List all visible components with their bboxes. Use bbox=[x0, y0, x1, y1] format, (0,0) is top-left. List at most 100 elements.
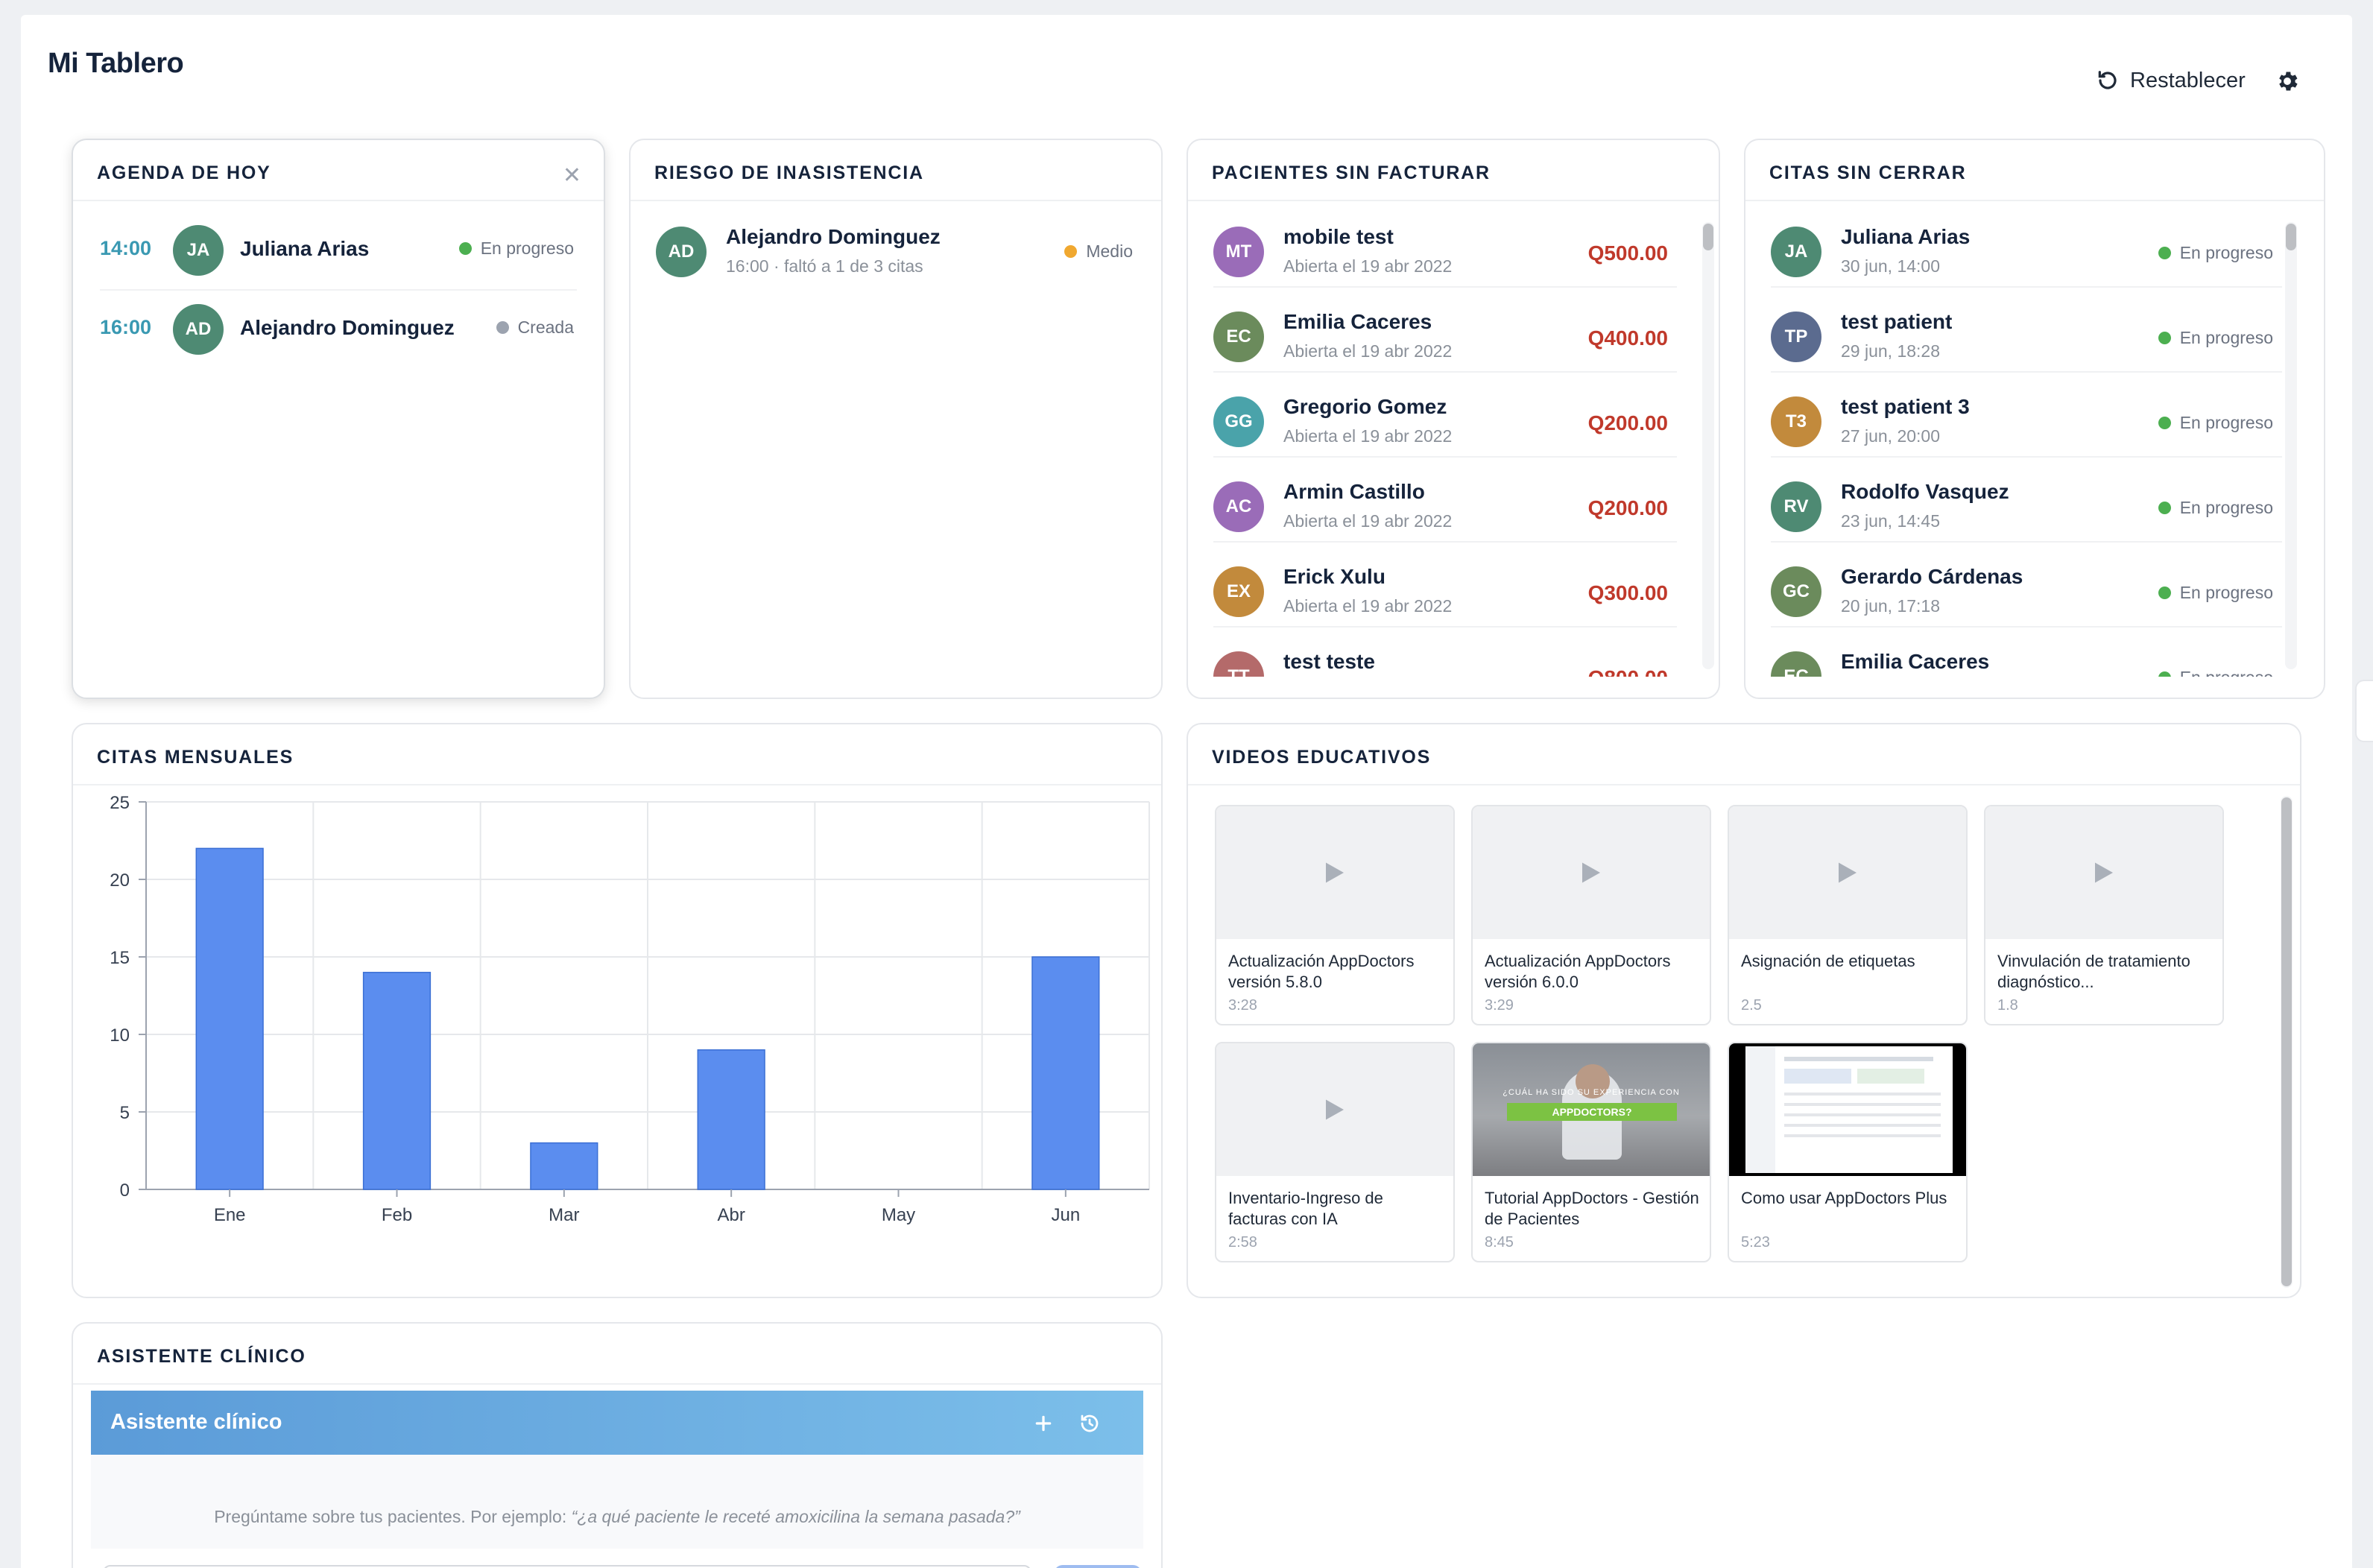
send-button[interactable] bbox=[1054, 1565, 1142, 1568]
x-tick-label: Feb bbox=[382, 1205, 412, 1225]
video-duration: 5:23 bbox=[1741, 1234, 1770, 1251]
patient-name: Erick Xulu bbox=[1283, 565, 1385, 588]
assistant-card: ASISTENTE CLÍNICO Asistente clínico Preg… bbox=[72, 1322, 1163, 1568]
open-date: Abierta el 19 abr 2022 bbox=[1283, 511, 1453, 531]
history-button[interactable] bbox=[1076, 1410, 1103, 1437]
history-icon bbox=[1081, 1414, 1099, 1432]
patient-name: test teste bbox=[1283, 650, 1375, 673]
amount: Q400.00 bbox=[1587, 326, 1668, 350]
avatar: T3 bbox=[1771, 396, 1821, 447]
patient-name: test patient bbox=[1841, 310, 1953, 333]
appointment-date: 27 jun, 20:00 bbox=[1841, 426, 1941, 446]
divider bbox=[631, 200, 1161, 201]
video-duration: 1.8 bbox=[1997, 997, 2018, 1014]
hint-example: “¿a qué paciente le receté amoxicilina l… bbox=[571, 1507, 1020, 1526]
new-chat-button[interactable] bbox=[1030, 1410, 1057, 1437]
facturar-title: PACIENTES SIN FACTURAR bbox=[1212, 162, 1491, 183]
play-icon bbox=[2095, 862, 2113, 883]
patient-name: Alejandro Dominguez bbox=[240, 316, 455, 339]
close-icon[interactable]: ✕ bbox=[562, 163, 581, 188]
video-card[interactable]: Inventario-Ingreso de facturas con IA 2:… bbox=[1215, 1042, 1455, 1262]
video-card[interactable]: Actualización AppDoctors versión 6.0.0 3… bbox=[1471, 805, 1711, 1025]
patient-name: Alejandro Dominguez bbox=[726, 225, 941, 248]
video-card[interactable]: Vinvulación de tratamiento diagnóstico..… bbox=[1984, 805, 2224, 1025]
divider bbox=[1188, 784, 2300, 785]
chat-input[interactable] bbox=[103, 1565, 1031, 1568]
video-thumbnail bbox=[1729, 806, 1966, 939]
reset-button[interactable]: Restablecer bbox=[2096, 63, 2246, 98]
plus-icon bbox=[1035, 1415, 1052, 1432]
divider bbox=[73, 1383, 1161, 1385]
hint-text: Pregúntame sobre tus pacientes. Por ejem… bbox=[214, 1507, 572, 1526]
thumbnail-caption: ¿CUÁL HA SIDO SU EXPERIENCIA CON bbox=[1503, 1088, 1680, 1097]
page-title: Mi Tablero bbox=[48, 48, 184, 79]
play-icon bbox=[1326, 1099, 1344, 1120]
patient-name: Juliana Arias bbox=[240, 237, 370, 260]
avatar: JA bbox=[173, 225, 224, 276]
video-card[interactable]: Actualización AppDoctors versión 5.8.0 3… bbox=[1215, 805, 1455, 1025]
status-badge: En progreso bbox=[2158, 668, 2273, 677]
assistant-header: Asistente clínico bbox=[91, 1391, 1143, 1455]
amount: Q200.00 bbox=[1587, 411, 1668, 434]
video-thumbnail bbox=[1216, 806, 1453, 939]
video-title: Inventario-Ingreso de facturas con IA bbox=[1228, 1189, 1383, 1228]
scrollbar-thumb[interactable] bbox=[2281, 797, 2292, 1286]
amount: Q500.00 bbox=[1587, 241, 1668, 265]
video-title: Vinvulación de tratamiento diagnóstico..… bbox=[1997, 952, 2190, 991]
agenda-time: 14:00 bbox=[100, 237, 152, 259]
agenda-card: AGENDA DE HOY ✕ 14:00 JA Juliana Arias E… bbox=[72, 139, 605, 699]
video-duration: 3:28 bbox=[1228, 997, 1257, 1014]
video-thumbnail bbox=[1473, 806, 1710, 939]
video-title: Actualización AppDoctors versión 6.0.0 bbox=[1485, 952, 1671, 991]
video-card[interactable]: Asignación de etiquetas 2.5 bbox=[1728, 805, 1968, 1025]
patient-name: Gregorio Gomez bbox=[1283, 395, 1447, 418]
agenda-title: AGENDA DE HOY bbox=[97, 162, 271, 183]
citas-sin-cerrar-card: CITAS SIN CERRAR JA Juliana Arias 30 jun… bbox=[1744, 139, 2325, 699]
scrollbar[interactable] bbox=[2285, 222, 2297, 669]
citas-list[interactable]: JA Juliana Arias 30 jun, 14:00 En progre… bbox=[1745, 201, 2324, 677]
scrollbar[interactable] bbox=[1702, 222, 1714, 669]
facturar-card: PACIENTES SIN FACTURAR MT mobile test Ab… bbox=[1186, 139, 1720, 699]
doctor-head bbox=[1576, 1064, 1610, 1098]
avatar: AC bbox=[1213, 481, 1264, 532]
settings-button[interactable] bbox=[2270, 64, 2304, 98]
patient-name: Juliana Arias bbox=[1841, 225, 1971, 248]
video-card[interactable]: Como usar AppDoctors Plus 5:23 bbox=[1728, 1042, 1968, 1262]
avatar: EC bbox=[1213, 312, 1264, 362]
avatar: AD bbox=[656, 227, 707, 277]
video-title: Actualización AppDoctors versión 5.8.0 bbox=[1228, 952, 1415, 991]
video-thumbnail: ¿CUÁL HA SIDO SU EXPERIENCIA CON APPDOCT… bbox=[1473, 1043, 1710, 1176]
patient-name: mobile test bbox=[1283, 225, 1394, 248]
x-tick-label: Jun bbox=[1051, 1205, 1080, 1225]
video-title: Asignación de etiquetas bbox=[1741, 952, 1915, 970]
side-handle[interactable] bbox=[2355, 680, 2373, 742]
scrollbar-thumb[interactable] bbox=[2286, 224, 2296, 250]
video-card[interactable]: ¿CUÁL HA SIDO SU EXPERIENCIA CON APPDOCT… bbox=[1471, 1042, 1711, 1262]
citas-sin-cerrar-title: CITAS SIN CERRAR bbox=[1769, 162, 1967, 183]
play-icon bbox=[1839, 862, 1857, 883]
status-badge: Creada bbox=[496, 317, 574, 338]
y-tick-label: 20 bbox=[110, 870, 130, 891]
y-tick-label: 15 bbox=[110, 948, 130, 968]
riesgo-card: RIESGO DE INASISTENCIA AD Alejandro Domi… bbox=[629, 139, 1163, 699]
appointment-date: 29 jun, 18:28 bbox=[1841, 341, 1941, 361]
refresh-icon bbox=[2098, 71, 2117, 89]
status-badge: En progreso bbox=[2158, 243, 2273, 263]
video-thumbnail bbox=[1216, 1043, 1453, 1176]
y-tick-label: 10 bbox=[110, 1025, 130, 1046]
x-tick-label: Abr bbox=[717, 1205, 745, 1225]
divider bbox=[1188, 200, 1719, 201]
scrollbar-thumb[interactable] bbox=[1703, 224, 1713, 250]
facturar-list[interactable]: MT mobile test Abierta el 19 abr 2022 Q5… bbox=[1188, 201, 1719, 677]
open-date: Abierta el 19 abr 2022 bbox=[1283, 426, 1453, 446]
play-icon bbox=[1582, 862, 1600, 883]
status-badge: En progreso bbox=[2158, 328, 2273, 348]
appointment-date: 23 jun, 14:45 bbox=[1841, 511, 1941, 531]
bar-jun bbox=[1031, 956, 1100, 1190]
open-date: Abierta el 19 abr 2022 bbox=[1283, 596, 1453, 616]
status-badge: En progreso bbox=[458, 238, 574, 259]
divider bbox=[73, 784, 1161, 785]
appointment-date: 20 jun, 17:18 bbox=[1841, 596, 1941, 616]
video-duration: 2.5 bbox=[1741, 997, 1762, 1014]
video-thumbnail bbox=[1729, 1043, 1966, 1176]
